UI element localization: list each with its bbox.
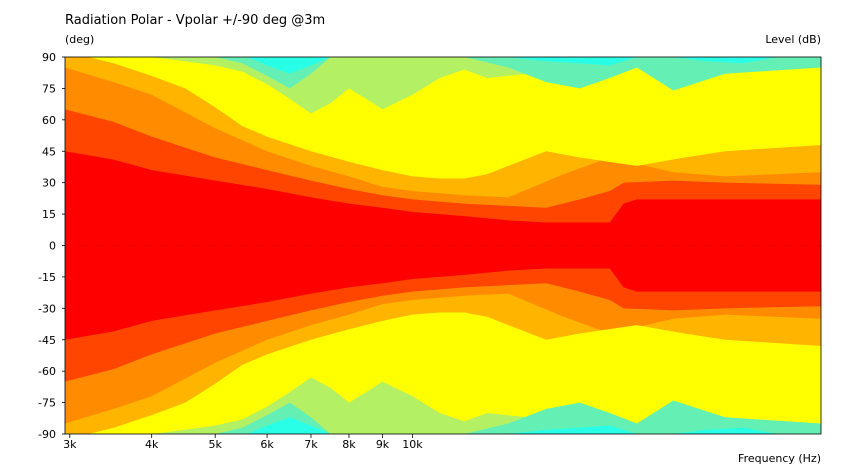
y-tick-label: 90 [42,51,56,64]
x-tick-label: 9k [376,438,390,451]
contour-level-6-lower [215,400,821,434]
x-tick-label: 8k [342,438,356,451]
contour-level-6-upper [215,57,821,91]
x-tick-label: 7k [304,438,318,451]
x-tick-label: 6k [260,438,274,451]
chart-title: Radiation Polar - Vpolar +/-90 deg @3m [65,13,325,28]
y-tick-label: -15 [38,271,56,284]
y-tick-label: 60 [42,114,56,127]
y-tick-label: 75 [42,82,56,95]
x-tick-label: 5k [209,438,223,451]
y-tick-label: 15 [42,208,56,221]
y-tick-label: -90 [38,428,56,441]
x-tick-label: 4k [145,438,159,451]
contour-fills [65,57,821,434]
y-tick-label: -30 [38,302,56,315]
contour-level-7-lower [247,417,821,434]
y-tick-label: 0 [49,240,56,253]
contour-level-7-upper [247,57,821,74]
colorbar-label: Level (dB) [765,33,821,46]
contour-level-4-upper [65,57,821,179]
y-axis-ticks: 90 75 60 45 30 15 0 -15 -30 -45 -60 -75 -90 [38,51,65,441]
y-tick-label: 45 [42,145,56,158]
x-axis-label: Frequency (Hz) [738,452,821,465]
y-tick-label: -60 [38,365,56,378]
x-axis-ticks: 3k 4k 5k 6k 7k 8k 9k 10k [63,434,423,451]
y-tick-label: -75 [38,397,56,410]
x-tick-label: 3k [63,438,77,451]
contour-level-4-lower [65,312,821,434]
x-tick-label: 10k [402,438,423,451]
y-tick-label: -45 [38,334,56,347]
y-axis-label: (deg) [65,33,94,46]
y-tick-label: 30 [42,177,56,190]
